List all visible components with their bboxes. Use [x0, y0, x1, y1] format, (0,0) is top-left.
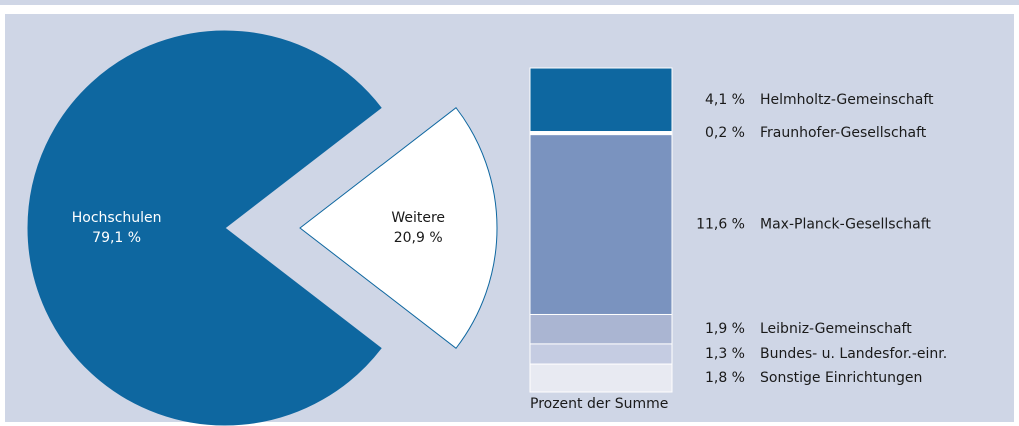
bar-segment	[529, 313, 673, 345]
value-label: 4,1 %	[705, 92, 745, 108]
category-label: Sonstige Einrichtungen	[760, 370, 922, 386]
bar-segment	[529, 363, 673, 393]
slice-value-label: 79,1 %	[92, 230, 141, 246]
category-label: Fraunhofer-Gesellschaft	[760, 125, 927, 141]
slice-label: Hochschulen	[72, 210, 162, 226]
bar-segment	[529, 67, 673, 133]
value-label: 1,3 %	[705, 346, 745, 362]
category-label: Leibniz-Gemeinschaft	[760, 321, 912, 337]
slice-label: Weitere	[391, 210, 445, 226]
top-band	[0, 0, 1019, 5]
value-label: 1,8 %	[705, 370, 745, 386]
category-label: Max-Planck-Gesellschaft	[760, 217, 931, 233]
category-label: Bundes- u. Landesfor.-einr.	[760, 346, 947, 362]
category-label: Helmholtz-Gemeinschaft	[760, 92, 934, 108]
value-label: 1,9 %	[705, 321, 745, 337]
pie-slice	[299, 107, 498, 349]
pie-slice	[27, 30, 382, 426]
bar-segment	[529, 343, 673, 365]
slice-value-label: 20,9 %	[394, 230, 443, 246]
value-label: 0,2 %	[705, 125, 745, 141]
value-label: 11,6 %	[696, 217, 745, 233]
x-axis-label: Prozent der Summe	[530, 396, 668, 412]
bar-segment	[529, 134, 673, 315]
